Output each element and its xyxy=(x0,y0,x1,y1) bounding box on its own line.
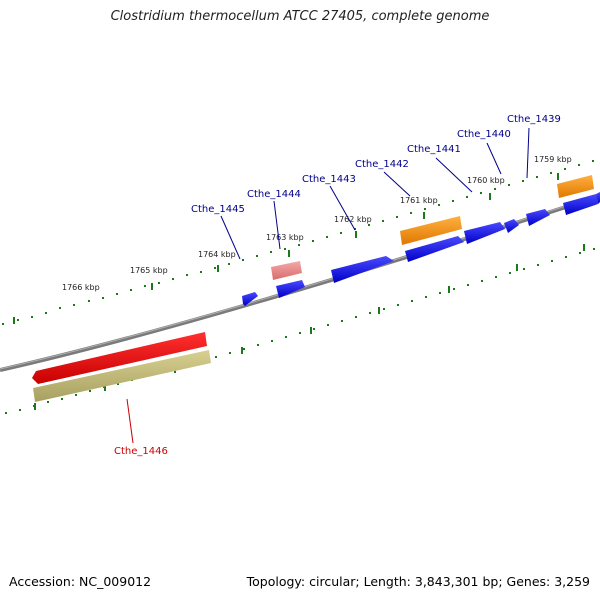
outer-tick-ring xyxy=(2,160,594,325)
cds-feature-blue[interactable] xyxy=(405,236,464,262)
gene-label-cthe-1442[interactable]: Cthe_1442 xyxy=(355,159,409,170)
tick-label: 1765 kbp xyxy=(130,266,168,275)
tick-label: 1762 kbp xyxy=(334,215,372,224)
gene-label-cthe-1439[interactable]: Cthe_1439 xyxy=(507,114,561,125)
feature-orange[interactable] xyxy=(557,175,594,198)
feature-pink[interactable] xyxy=(271,261,302,280)
cds-feature-blue[interactable] xyxy=(596,192,600,204)
cds-feature-blue[interactable] xyxy=(504,219,519,233)
cds-feature-blue[interactable] xyxy=(331,256,394,283)
cds-feature-blue[interactable] xyxy=(526,209,550,226)
feature-orange[interactable] xyxy=(400,216,462,245)
gene-label-cthe-1444[interactable]: Cthe_1444 xyxy=(247,189,301,200)
tick-labels: 1766 kbp 1765 kbp 1764 kbp 1763 kbp 1762… xyxy=(62,155,572,292)
cds-feature-blue[interactable] xyxy=(563,194,598,215)
tick-label: 1763 kbp xyxy=(266,233,304,242)
tick-label: 1760 kbp xyxy=(467,176,505,185)
tick-label: 1766 kbp xyxy=(62,283,100,292)
leader-lines xyxy=(126,127,530,444)
accession-label: Accession: NC_009012 xyxy=(9,574,152,589)
tick-label: 1764 kbp xyxy=(198,250,236,259)
gene-labels: Cthe_1439 Cthe_1440 Cthe_1441 Cthe_1442 … xyxy=(114,114,561,457)
cds-feature-blue[interactable] xyxy=(242,292,258,306)
cds-feature-red-cthe-1446[interactable] xyxy=(32,332,207,384)
cds-feature-blue[interactable] xyxy=(464,222,505,244)
gene-label-cthe-1446[interactable]: Cthe_1446 xyxy=(114,446,168,457)
genome-summary: Topology: circular; Length: 3,843,301 bp… xyxy=(246,574,590,589)
tick-label: 1759 kbp xyxy=(534,155,572,164)
gene-label-cthe-1440[interactable]: Cthe_1440 xyxy=(457,129,511,140)
forward-cds-features xyxy=(242,192,600,306)
cds-feature-blue[interactable] xyxy=(276,280,305,298)
map-title: Clostridium thermocellum ATCC 27405, com… xyxy=(110,9,490,24)
tick-label: 1761 kbp xyxy=(400,196,438,205)
gene-feature-khaki-cthe-1446[interactable] xyxy=(33,350,211,402)
gene-label-cthe-1443[interactable]: Cthe_1443 xyxy=(302,174,356,185)
gene-label-cthe-1445[interactable]: Cthe_1445 xyxy=(191,204,245,215)
gene-label-cthe-1441[interactable]: Cthe_1441 xyxy=(407,144,461,155)
inner-tick-ring xyxy=(5,244,595,414)
orange-features xyxy=(400,175,594,245)
